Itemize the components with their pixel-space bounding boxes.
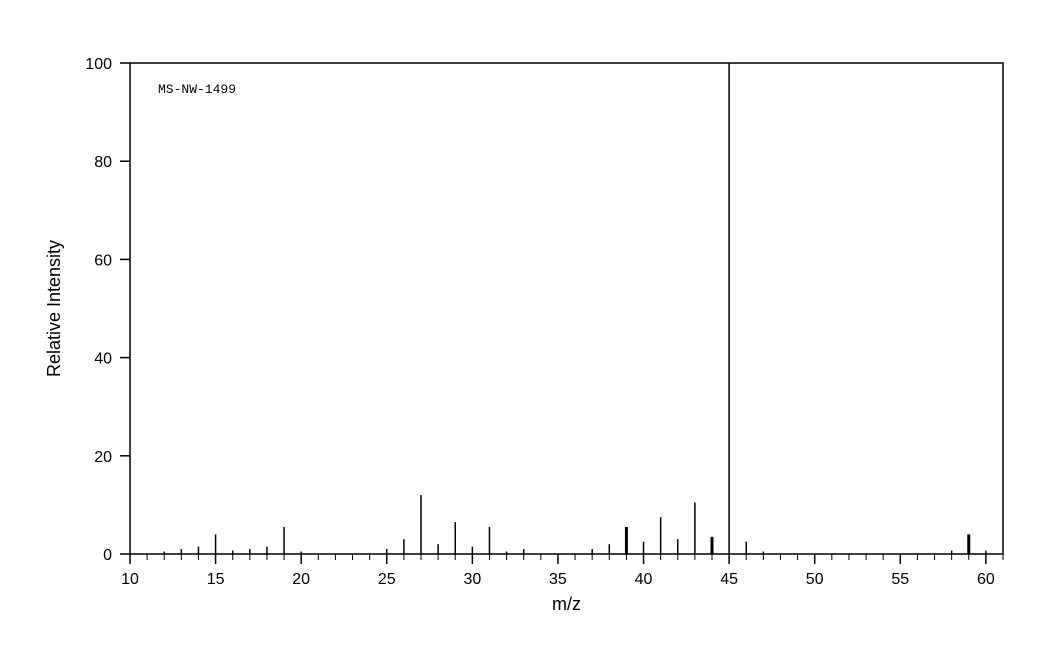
xtick-label: 60 [977,571,995,588]
ytick-label: 80 [94,154,112,171]
xtick-label: 45 [720,571,738,588]
ytick-label: 40 [94,351,112,368]
ytick-label: 0 [103,547,112,564]
xtick-label: 30 [463,571,481,588]
chart-inner-label: MS-NW-1499 [158,82,236,97]
xtick-label: 40 [635,571,653,588]
chart-svg: 10 15 20 25 30 35 40 45 50 55 60 0 20 40 60 80 100 m/z Rel… [0,0,1048,658]
xtick-label: 10 [121,571,139,588]
xtick-label: 55 [891,571,909,588]
xtick-label: 35 [549,571,567,588]
y-axis-label: Relative Intensity [44,240,64,377]
ytick-label: 20 [94,449,112,466]
mass-spectrum-chart: 10 15 20 25 30 35 40 45 50 55 60 0 20 40 60 80 100 m/z Rel… [0,0,1048,658]
xtick-label: 25 [378,571,396,588]
ytick-label: 60 [94,252,112,269]
xtick-label: 50 [806,571,824,588]
xtick-label: 20 [292,571,310,588]
x-axis-label: m/z [552,594,581,614]
ytick-label: 100 [85,56,112,73]
xtick-label: 15 [207,571,225,588]
